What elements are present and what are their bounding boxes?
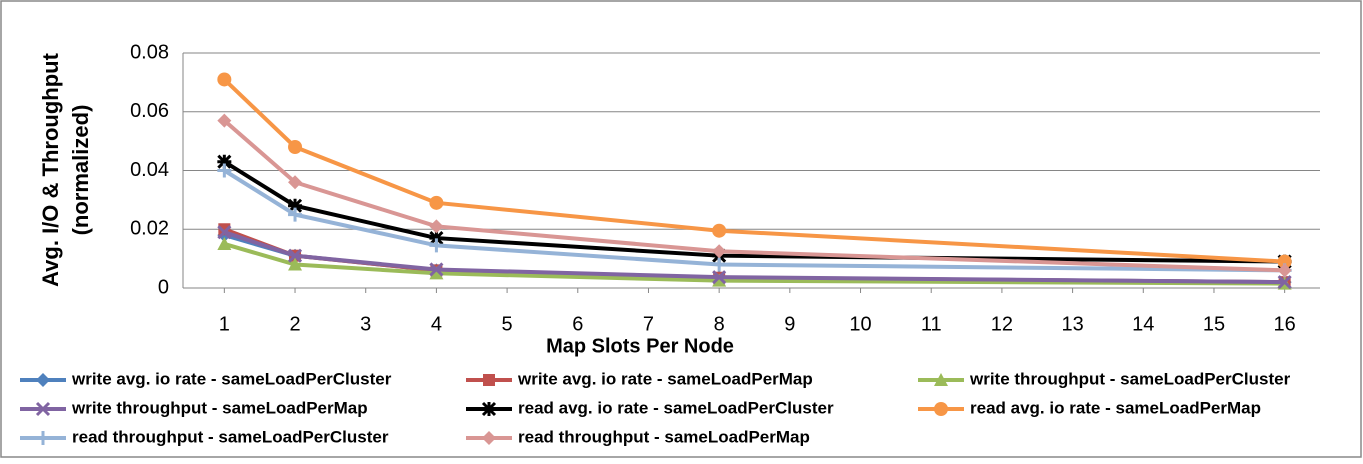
marker [429,195,444,210]
marker [712,223,727,238]
legend-label: write avg. io rate - sameLoadPerCluster [71,369,392,388]
x-tick-label: 16 [1274,313,1296,335]
legend-item: read throughput - sameLoadPerCluster [20,427,389,446]
marker [429,238,444,253]
legend-item: write throughput - sameLoadPerCluster [918,369,1291,388]
x-tick-label: 4 [431,313,442,335]
marker [712,270,727,285]
marker [712,273,727,287]
legend-label: write throughput - sameLoadPerCluster [969,369,1291,388]
legend-marker [36,431,50,445]
marker [288,140,303,154]
y-tick-label: 0 [158,276,169,298]
legend-item: write avg. io rate - sameLoadPerMap [466,369,813,388]
y-axis-title: (normalized) [68,105,93,236]
marker [287,198,303,213]
series [217,225,1292,290]
x-tick-label: 1 [219,313,230,335]
series [217,113,1292,278]
legend-item: read avg. io rate - sameLoadPerCluster [466,398,834,417]
marker [429,266,444,280]
marker [217,225,232,240]
marker [1277,254,1292,269]
legend-label: read throughput - sameLoadPerMap [518,427,810,446]
series [217,72,1292,269]
x-tick-label: 12 [991,313,1013,335]
marker [288,257,303,271]
marker [217,113,232,128]
x-tick-label: 15 [1203,313,1225,335]
x-tick-label: 8 [714,313,725,335]
legend-marker [481,401,497,417]
legend-label: read avg. io rate - sameLoadPerMap [970,398,1261,417]
legend-marker [482,431,496,445]
x-tick-label: 7 [643,313,654,335]
y-tick-label: 0.04 [130,159,169,181]
legend-marker [35,401,51,417]
marker [288,175,303,190]
marker [429,219,444,234]
marker [288,207,303,222]
legend-label: read throughput - sameLoadPerCluster [72,427,389,446]
x-tick-label: 13 [1061,313,1083,335]
x-tick-label: 2 [289,313,300,335]
legend-marker [483,374,495,386]
x-tick-label: 10 [849,313,871,335]
marker [1277,263,1292,278]
x-tick-label: 14 [1132,313,1154,335]
legend-label: write avg. io rate - sameLoadPerMap [517,369,813,388]
marker [712,257,727,272]
marker [217,154,232,169]
legend-item: read throughput - sameLoadPerMap [466,427,810,446]
y-tick-label: 0.02 [130,218,169,240]
y-axis-title: Avg. I/O & Throughput [38,52,63,286]
y-tick-label: 0.06 [130,100,169,122]
legend-marker [934,402,948,416]
legend-item: write throughput - sameLoadPerMap [20,398,368,417]
legend-marker [36,373,50,387]
marker [217,72,232,87]
marker [1277,275,1292,290]
marker [287,248,303,263]
marker [429,231,444,246]
legend-item: write avg. io rate - sameLoadPerCluster [20,369,392,388]
legend-marker [934,373,948,386]
marker [712,244,727,259]
marker [217,236,232,250]
legend-item: read avg. io rate - sameLoadPerMap [918,398,1261,417]
y-tick-label: 0.08 [130,41,169,63]
legend-label: read avg. io rate - sameLoadPerCluster [518,398,834,417]
x-tick-label: 3 [360,313,371,335]
legend-label: write throughput - sameLoadPerMap [71,398,368,417]
x-tick-label: 6 [572,313,583,335]
marker [217,163,232,178]
marker [429,262,444,277]
x-tick-label: 9 [784,313,795,335]
x-tick-label: 11 [921,313,942,335]
x-axis-title: Map Slots Per Node [546,335,734,357]
x-tick-label: 5 [502,313,513,335]
